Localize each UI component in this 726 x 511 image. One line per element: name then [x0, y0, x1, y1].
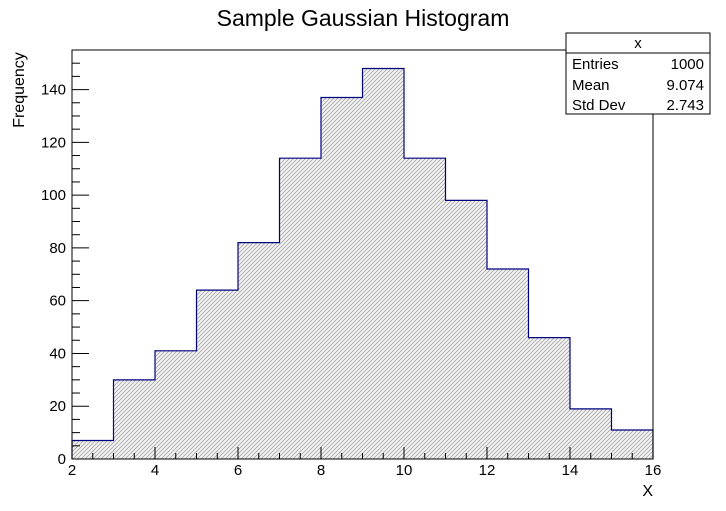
histogram-bar [196, 290, 238, 459]
x-axis-label: X [642, 483, 653, 500]
x-axis-ticks: 2 4 6 8 10 12 14 16 [68, 447, 662, 479]
y-tick-label: 140 [41, 82, 66, 99]
stats-mean-label: Mean [572, 77, 610, 94]
y-axis-ticks: 0 20 40 60 80 100 120 140 [41, 49, 89, 468]
histogram-bar [528, 337, 570, 459]
histogram-bars [72, 68, 653, 460]
stats-stddev-label: Std Dev [572, 97, 626, 114]
stats-box: x Entries 1000 Mean 9.074 Std Dev 2.743 [565, 32, 711, 115]
histogram-bar [321, 97, 363, 460]
x-tick-label: 16 [645, 462, 662, 479]
stats-entries-label: Entries [572, 56, 619, 73]
stats-box-frame [565, 32, 711, 115]
histogram-bar [570, 408, 612, 459]
stats-entries-value: 1000 [671, 56, 704, 73]
histogram-bar [72, 440, 114, 459]
stats-stddev-value: 2.743 [666, 97, 704, 114]
stats-mean-value: 9.074 [666, 77, 704, 94]
x-tick-label: 8 [317, 462, 325, 479]
x-tick-label: 4 [151, 462, 159, 479]
x-tick-label: 12 [479, 462, 496, 479]
histogram-bar [113, 379, 155, 459]
x-tick-label: 14 [562, 462, 579, 479]
histogram-bar [238, 242, 280, 459]
x-tick-label: 6 [234, 462, 242, 479]
histogram-outline [71, 67, 654, 459]
y-tick-label: 120 [41, 134, 66, 151]
y-tick-label: 20 [49, 398, 66, 415]
y-tick-label: 0 [58, 451, 66, 468]
histogram-bar [155, 350, 197, 459]
chart-title: Sample Gaussian Histogram [217, 5, 510, 31]
histogram-bar [404, 158, 446, 459]
x-tick-label: 10 [396, 462, 413, 479]
y-tick-label: 80 [49, 240, 66, 257]
y-tick-label: 40 [49, 345, 66, 362]
histogram-bar [487, 269, 529, 459]
y-axis-label: Frequency [11, 52, 28, 128]
y-tick-label: 60 [49, 293, 66, 310]
x-tick-label: 2 [68, 462, 76, 479]
histogram-bar [279, 158, 321, 459]
stats-box-title: x [634, 35, 642, 52]
histogram-bar [362, 68, 404, 459]
y-tick-label: 100 [41, 187, 66, 204]
histogram-bar [445, 200, 487, 460]
